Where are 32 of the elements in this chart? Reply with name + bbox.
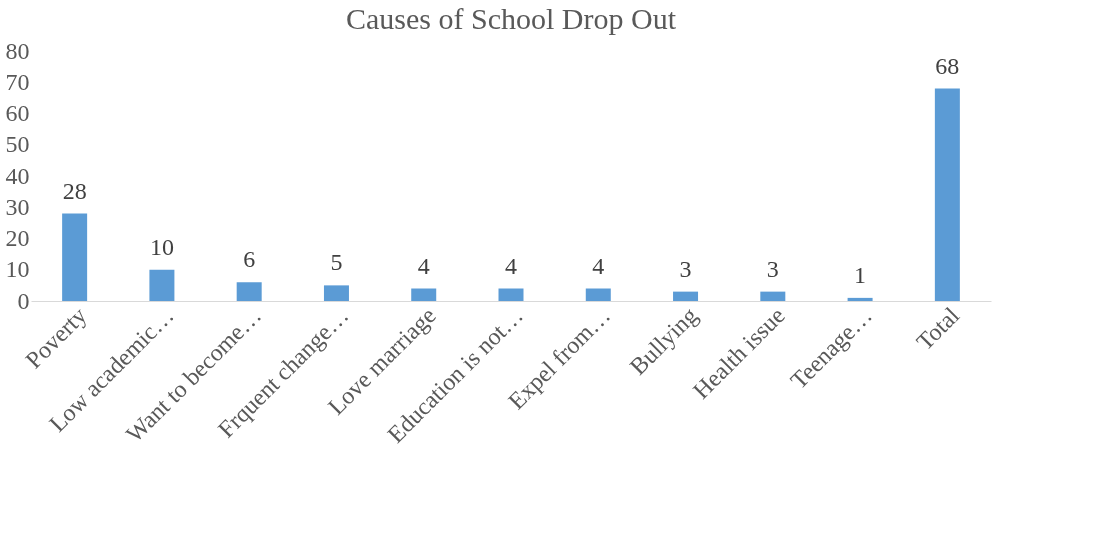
bar xyxy=(760,291,786,301)
bar xyxy=(847,297,873,301)
data-label: 4 xyxy=(592,252,605,279)
bar xyxy=(236,282,262,301)
y-tick-label: 70 xyxy=(5,68,30,95)
data-label: 4 xyxy=(417,252,430,279)
y-tick-label: 80 xyxy=(5,37,30,64)
y-tick-label: 10 xyxy=(5,256,30,283)
y-tick-label: 60 xyxy=(5,100,30,126)
data-label: 3 xyxy=(766,255,779,282)
data-label: 1 xyxy=(854,261,867,288)
bar xyxy=(934,88,960,301)
bar xyxy=(498,288,524,301)
bar xyxy=(585,288,611,301)
y-tick-label: 20 xyxy=(5,225,30,251)
data-label: 3 xyxy=(679,255,692,282)
data-label: 68 xyxy=(935,52,960,79)
y-tick-label: 50 xyxy=(5,131,30,158)
chart-title: Causes of School Drop Out xyxy=(346,2,677,35)
y-tick-label: 40 xyxy=(5,162,30,189)
y-tick-label: 30 xyxy=(5,193,30,220)
data-label: 4 xyxy=(505,252,517,279)
y-tick-label: 0 xyxy=(17,287,30,314)
bar xyxy=(62,213,88,301)
bar xyxy=(149,269,175,301)
bar xyxy=(673,291,699,301)
bar xyxy=(323,285,349,301)
data-label: 6 xyxy=(243,246,256,273)
data-label: 28 xyxy=(62,177,87,204)
data-label: 5 xyxy=(330,249,343,276)
bar xyxy=(411,288,437,301)
data-label: 10 xyxy=(149,233,174,260)
